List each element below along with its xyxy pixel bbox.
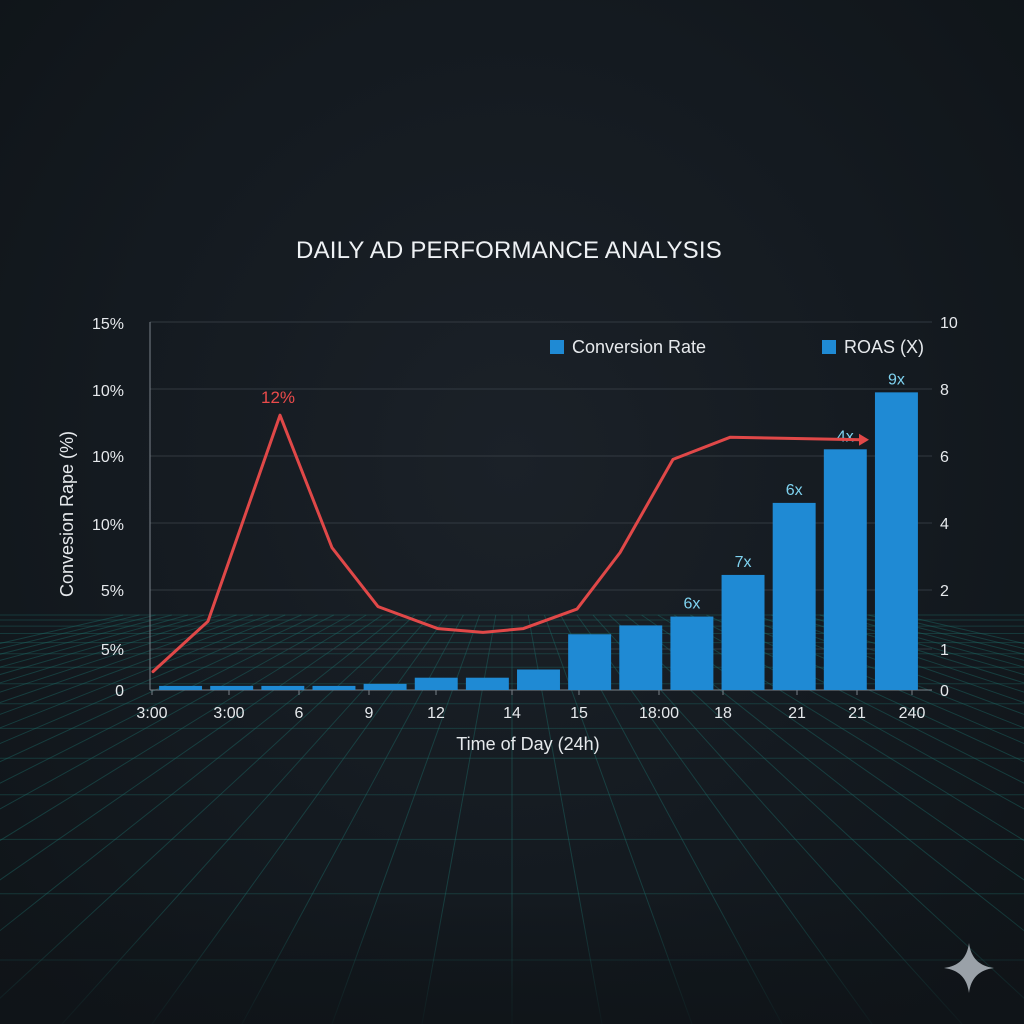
legend: Conversion Rate ROAS (X) [550, 337, 924, 357]
legend-label: Conversion Rate [572, 337, 706, 357]
left-y-ticks: 15% 10% 10% 10% 5% 5% 0 [92, 316, 124, 700]
right-y-ticks: 0 1 2 4 6 8 10 [940, 315, 958, 700]
left-tick-label: 10% [92, 449, 124, 466]
roas-bar [874, 392, 918, 690]
x-ticks: 3:00 3:00 6 9 12 14 15 18:00 18 21 21 240 [136, 690, 925, 722]
roas-bar [568, 634, 612, 690]
left-tick-label: 10% [92, 517, 124, 534]
x-axis-title: Time of Day (24h) [456, 734, 599, 754]
legend-item-conversion-rate: Conversion Rate [550, 337, 706, 357]
x-tick-label: 14 [503, 705, 521, 722]
y-axis-title: Convesion Rape (%) [57, 431, 77, 597]
right-tick-label: 0 [940, 683, 949, 700]
roas-bar [619, 625, 663, 690]
x-tick-label: 18 [714, 705, 732, 722]
x-tick-label: 21 [788, 705, 806, 722]
conversion-line-path [151, 413, 864, 674]
roas-bar [210, 685, 254, 690]
legend-swatch [822, 340, 836, 354]
x-tick-label: 9 [365, 705, 374, 722]
x-tick-label: 21 [848, 705, 866, 722]
left-tick-label: 5% [101, 642, 124, 659]
right-tick-label: 6 [940, 449, 949, 466]
right-tick-label: 8 [940, 382, 949, 399]
left-tick-label: 0 [115, 683, 124, 700]
right-tick-label: 4 [940, 516, 949, 533]
roas-bar [772, 502, 816, 690]
bar-data-label: 6x [683, 596, 700, 613]
sparkle-icon [944, 943, 994, 993]
floor-fade [0, 900, 1024, 1024]
x-tick-label: 18:00 [639, 705, 679, 722]
bar-data-labels: 6x 7x 6x 4x 9x [683, 371, 904, 612]
roas-bar [721, 574, 765, 690]
roas-bars [159, 392, 918, 690]
right-tick-label: 1 [940, 642, 949, 659]
x-tick-label: 15 [570, 705, 588, 722]
legend-item-roas: ROAS (X) [822, 337, 924, 357]
roas-bar [414, 677, 458, 690]
roas-bar [517, 669, 560, 690]
conversion-line [151, 413, 869, 674]
x-tick-label: 6 [295, 705, 304, 722]
legend-swatch [550, 340, 564, 354]
bar-data-label: 9x [888, 371, 905, 388]
bar-data-label: 7x [735, 554, 752, 571]
right-tick-label: 10 [940, 315, 958, 332]
x-tick-label: 12 [427, 705, 445, 722]
bar-data-label: 4x [837, 428, 854, 445]
left-tick-label: 15% [92, 316, 124, 333]
roas-bar [312, 685, 356, 690]
legend-label: ROAS (X) [844, 337, 924, 357]
roas-bar [823, 449, 867, 690]
roas-bar [670, 616, 714, 690]
roas-bar [363, 683, 407, 690]
peak-data-label: 12% [261, 388, 295, 407]
x-tick-label: 3:00 [136, 705, 167, 722]
left-tick-label: 10% [92, 383, 124, 400]
chart-title: DAILY AD PERFORMANCE ANALYSIS [296, 237, 722, 264]
x-tick-label: 3:00 [213, 705, 244, 722]
line-arrowhead [859, 433, 869, 446]
roas-bar [159, 685, 203, 690]
bar-data-label: 6x [786, 482, 803, 499]
left-tick-label: 5% [101, 583, 124, 600]
x-tick-label: 240 [899, 705, 926, 722]
right-tick-label: 2 [940, 583, 949, 600]
roas-bar [465, 677, 509, 690]
roas-bar [261, 685, 305, 690]
